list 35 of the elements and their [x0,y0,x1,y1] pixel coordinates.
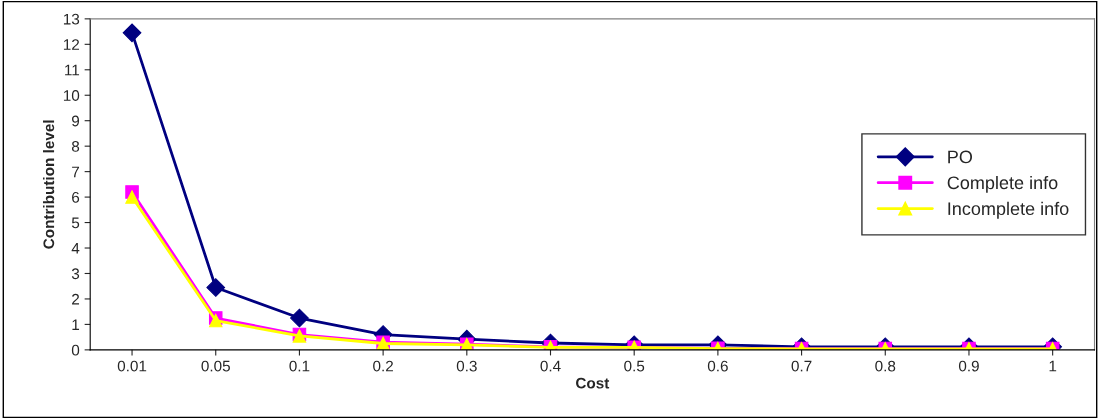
y-tick-label: 12 [63,39,80,50]
y-tick-label: 11 [65,64,80,76]
x-tick-label: 0.4 [540,360,561,372]
x-tick-label: 0.8 [875,360,896,372]
y-tick-label: 9 [72,115,80,127]
x-tick-label: 0.1 [289,360,310,372]
y-tick-label: 0 [71,344,80,356]
y-tick-label: 13 [63,13,80,25]
legend-label: PO [948,150,973,164]
y-tick-label: 5 [71,217,80,229]
x-tick-label: 0.5 [624,360,645,372]
y-tick-label: 8 [71,141,80,152]
x-tick-label: 0.6 [707,360,728,372]
point [290,308,309,328]
y-tick-label: 4 [71,243,80,254]
x-tick-label: 1 [1049,360,1057,372]
point [122,23,142,43]
y-tick-label: 7 [72,166,80,178]
point [206,278,226,297]
y-tick-label: 10 [63,90,80,101]
x-axis-title: Cost [576,377,610,389]
legend-label: Complete info [947,175,1058,193]
y-tick-label: 1 [72,319,80,330]
x-tick-label: 0.7 [791,360,812,372]
y-tick-label: 3 [71,268,80,280]
y-axis-title: Contribution level [42,120,55,249]
y-tick-label: 2 [72,293,80,305]
x-tick-label: 0.2 [373,360,393,372]
x-tick-label: 0.3 [456,360,477,372]
x-tick-label: 0.01 [117,360,147,372]
x-tick-label: 0.05 [201,360,230,372]
legend-label: Incomplete info [948,201,1069,219]
y-tick-label: 6 [72,191,80,203]
x-tick-label: 0.9 [958,360,979,372]
point [125,190,139,204]
